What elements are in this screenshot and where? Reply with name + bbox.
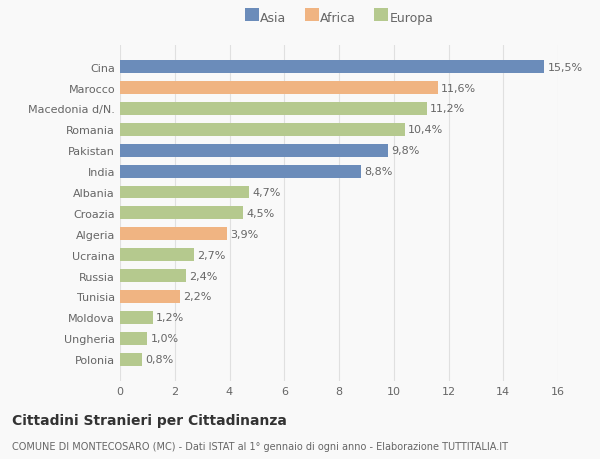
Bar — [120, 311, 153, 324]
Text: 15,5%: 15,5% — [548, 62, 583, 73]
Text: 2,4%: 2,4% — [189, 271, 217, 281]
Bar — [120, 186, 248, 199]
Text: 3,9%: 3,9% — [230, 230, 258, 239]
Text: Cittadini Stranieri per Cittadinanza: Cittadini Stranieri per Cittadinanza — [12, 414, 287, 428]
Bar — [120, 290, 180, 303]
Bar — [120, 269, 186, 282]
Bar — [120, 207, 243, 220]
Bar — [120, 145, 388, 157]
Text: 4,7%: 4,7% — [252, 188, 280, 197]
Text: 0,8%: 0,8% — [145, 354, 173, 364]
Text: 8,8%: 8,8% — [364, 167, 392, 177]
Text: 2,7%: 2,7% — [197, 250, 226, 260]
Text: COMUNE DI MONTECOSARO (MC) - Dati ISTAT al 1° gennaio di ogni anno - Elaborazion: COMUNE DI MONTECOSARO (MC) - Dati ISTAT … — [12, 441, 508, 451]
Bar — [120, 103, 427, 116]
Text: 4,5%: 4,5% — [247, 208, 275, 218]
Text: 11,2%: 11,2% — [430, 104, 465, 114]
Bar — [120, 82, 437, 95]
Text: 9,8%: 9,8% — [392, 146, 420, 156]
Text: 1,0%: 1,0% — [151, 333, 179, 343]
Bar — [120, 61, 544, 74]
Text: 1,2%: 1,2% — [156, 313, 184, 323]
Bar — [120, 353, 142, 366]
Text: 11,6%: 11,6% — [441, 84, 476, 94]
Bar — [120, 249, 194, 262]
Text: 2,2%: 2,2% — [184, 292, 212, 302]
Legend: Asia, Africa, Europa: Asia, Africa, Europa — [245, 12, 433, 25]
Bar — [120, 165, 361, 178]
Bar — [120, 332, 148, 345]
Text: 10,4%: 10,4% — [408, 125, 443, 135]
Bar — [120, 123, 404, 137]
Bar — [120, 228, 227, 241]
